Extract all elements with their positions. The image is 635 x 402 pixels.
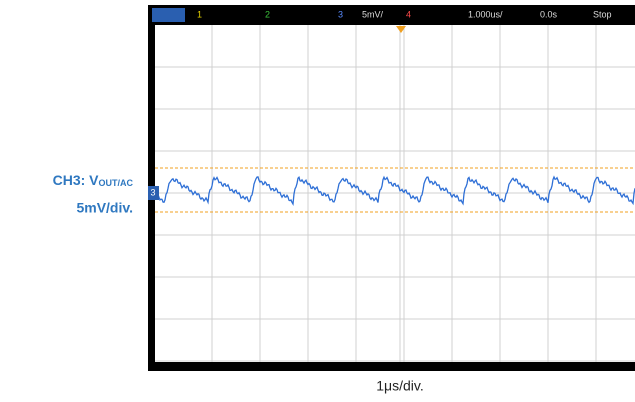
trace-marker: 3 — [150, 187, 155, 197]
ch4-label: 4 — [406, 9, 411, 19]
delay: 0.0s — [540, 9, 558, 19]
waveform — [155, 175, 635, 207]
ch1-label: 1 — [197, 9, 202, 19]
channel-label: CH3: VOUT/AC — [53, 172, 134, 189]
timebase: 1.000us/ — [468, 9, 503, 19]
channel-scale: 5mV/div. — [76, 200, 133, 216]
trigger-marker — [396, 26, 406, 33]
channel-prefix: CH3: V — [53, 172, 100, 188]
time-scale: 1μs/div. — [376, 378, 424, 394]
ch3-label: 3 — [338, 9, 343, 19]
grid — [155, 25, 635, 362]
ch3-scale: 5mV/ — [362, 9, 384, 19]
status: Stop — [593, 9, 612, 19]
ch2-label: 2 — [265, 9, 270, 19]
trace-marker-box — [148, 186, 159, 200]
channel-subscript: OUT/AC — [99, 178, 134, 188]
menu-highlight — [152, 8, 185, 22]
